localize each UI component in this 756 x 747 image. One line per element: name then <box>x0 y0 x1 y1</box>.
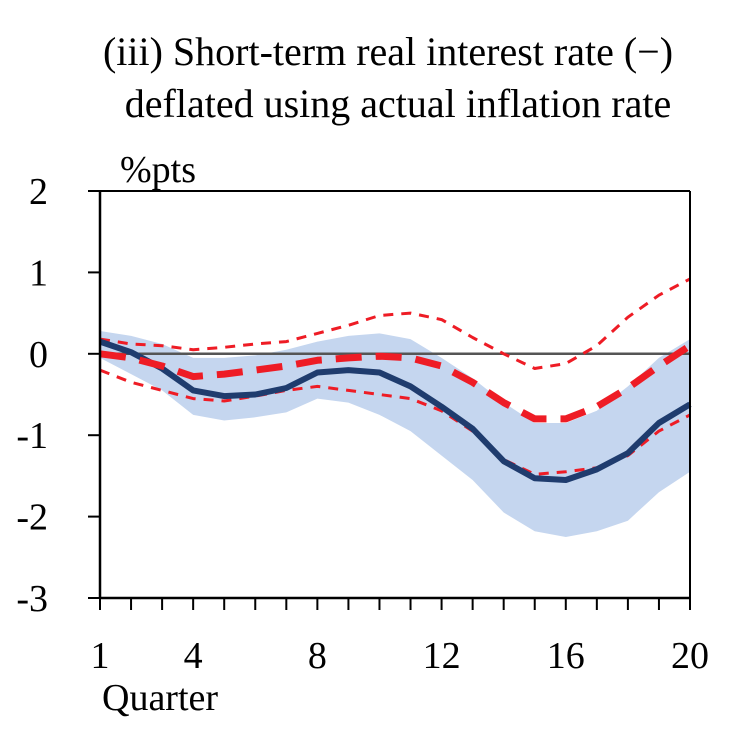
x-tick-label: 12 <box>423 635 461 677</box>
x-axis-label: Quarter <box>102 677 219 719</box>
x-tick-label: 4 <box>184 635 203 677</box>
y-tick-label: 1 <box>29 252 48 294</box>
y-tick-label: 2 <box>29 171 48 213</box>
x-tick-label: 1 <box>91 635 110 677</box>
chart-subtitle: deflated using actual inflation rate <box>124 81 672 126</box>
chart-title: (iii) Short-term real interest rate (−) <box>102 29 674 74</box>
confidence-band <box>100 331 690 537</box>
x-tick-label: 16 <box>547 635 585 677</box>
alt-median-dashed-line <box>99 342 692 423</box>
y-tick-label: 0 <box>29 334 48 376</box>
median-line <box>99 338 692 483</box>
y-axis-label: %pts <box>120 149 196 191</box>
y-tick-label: -1 <box>16 415 48 457</box>
y-tick-label: -2 <box>16 497 48 539</box>
alt-upper-dashed-line <box>99 277 691 370</box>
x-tick-label: 20 <box>671 635 709 677</box>
x-tick-label: 8 <box>308 635 327 677</box>
y-tick-label: -3 <box>16 578 48 620</box>
